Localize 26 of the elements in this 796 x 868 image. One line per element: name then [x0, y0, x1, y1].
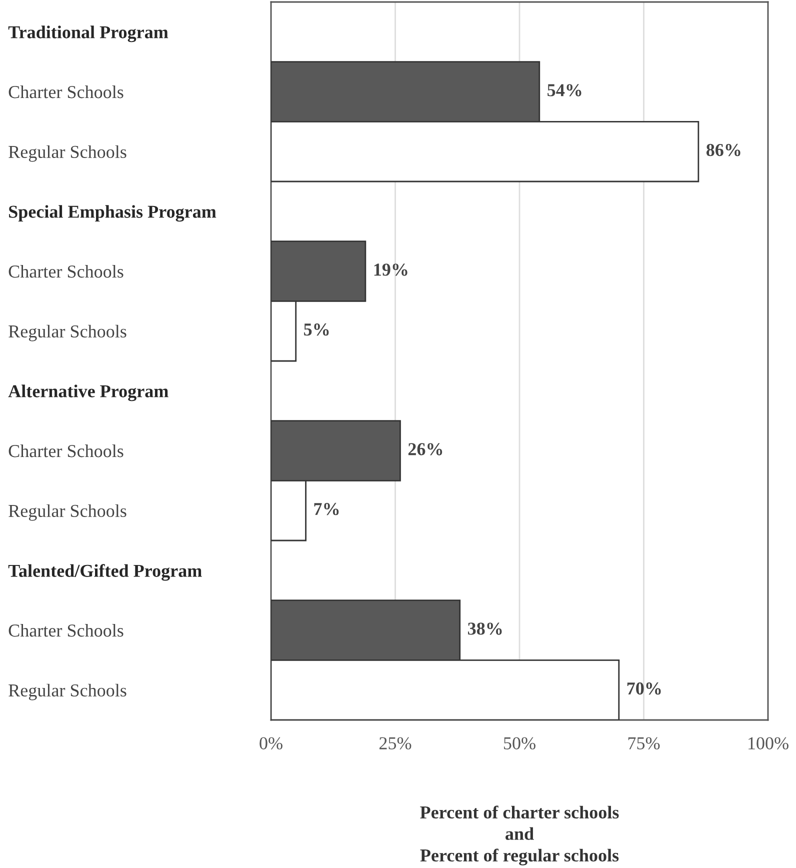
data-label: 54%	[548, 84, 582, 96]
y-tick-label: Talented/Gifted Program	[8, 564, 202, 581]
x-tick-label: 100%	[748, 737, 788, 750]
y-tick-label: Traditional Program	[8, 26, 168, 42]
y-tick-label: Charter Schools	[8, 85, 124, 98]
x-tick-label: 25%	[379, 737, 412, 750]
x-axis-title: Percent of charter schools and Percent of regular schools	[420, 806, 619, 866]
data-label: 26%	[408, 443, 442, 456]
data-label: 70%	[627, 682, 661, 695]
data-label: 19%	[374, 264, 408, 276]
y-tick-label: Regular Schools	[8, 324, 126, 342]
data-label: 38%	[468, 622, 502, 635]
x-tick-label: 0%	[260, 737, 282, 750]
data-label: 7%	[314, 502, 339, 516]
x-tick-label: 75%	[628, 737, 660, 750]
y-tick-label: Regular Schools	[8, 684, 126, 700]
y-tick-label: Charter Schools	[8, 624, 124, 637]
data-label: 5%	[304, 323, 329, 336]
data-label: 86%	[706, 144, 740, 156]
y-tick-label: Charter Schools	[8, 264, 124, 278]
y-tick-label: Alternative Program	[8, 384, 168, 402]
y-tick-label: Regular Schools	[8, 504, 126, 521]
y-tick-label: Regular Schools	[8, 145, 126, 162]
y-tick-label: Charter Schools	[8, 444, 124, 458]
y-tick-label: Special Emphasis Program	[9, 205, 216, 222]
x-tick-label: 50%	[504, 737, 536, 750]
